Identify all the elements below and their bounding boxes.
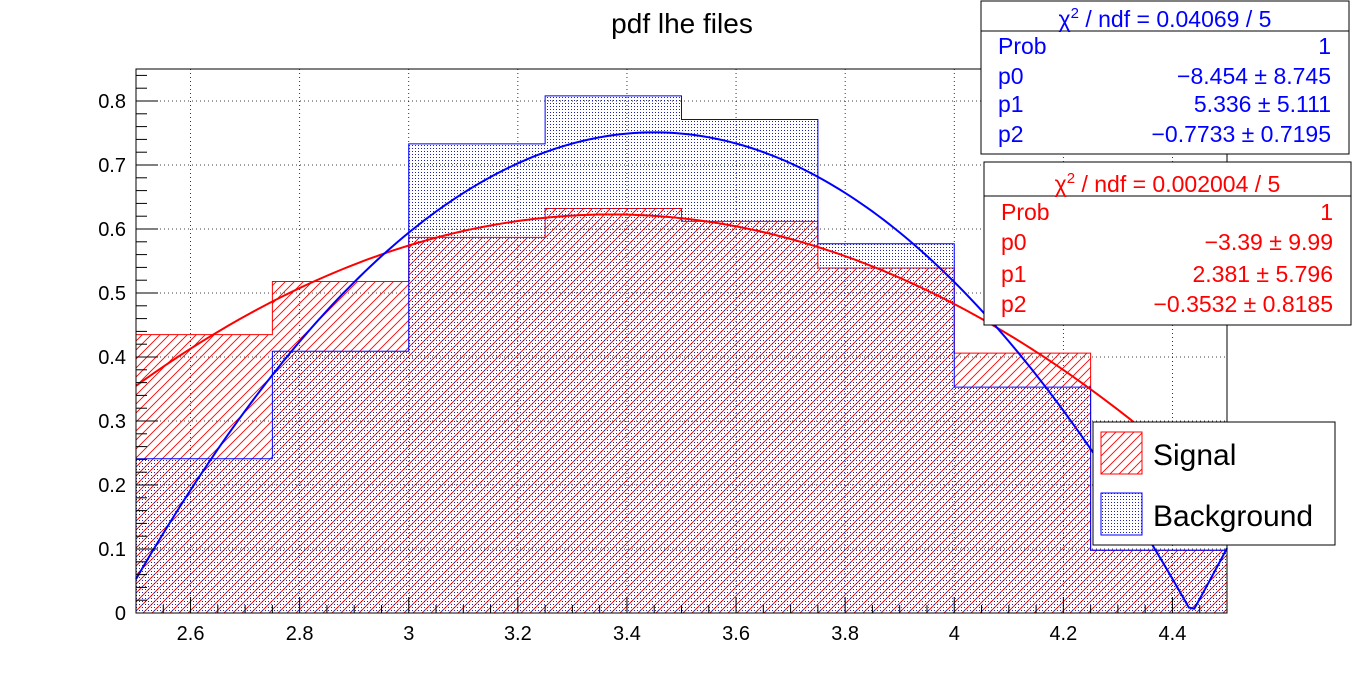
x-tick-label: 3.8 [831, 623, 859, 645]
y-tick-label: 0.6 [98, 219, 126, 241]
x-tick-label: 3.6 [722, 623, 750, 645]
histogram-bin [272, 351, 409, 613]
y-tick-label: 0.5 [98, 283, 126, 305]
x-tick-label: 4.2 [1049, 623, 1077, 645]
legend-label-signal: Signal [1153, 439, 1236, 472]
y-tick-label: 0.4 [98, 347, 126, 369]
histogram-bin [1090, 550, 1227, 613]
y-tick-label: 0.7 [98, 155, 126, 177]
x-tick-label: 4.4 [1159, 623, 1187, 645]
background-fit-curve [135, 131, 1228, 610]
stats-box-header: χ2 / ndf = 0.002004 / 5 [1055, 170, 1281, 197]
fit-curves [135, 131, 1228, 610]
histogram-bin [136, 458, 273, 613]
background-histogram-outline [135, 95, 1228, 614]
stats-row-label: p2 [1001, 291, 1027, 317]
histogram-bin [681, 119, 818, 613]
stats-row-value: −0.3532 ± 0.8185 [1153, 291, 1333, 317]
stats-row-value: 1 [1320, 199, 1333, 225]
histogram-bin [408, 143, 546, 613]
y-tick-label: 0.8 [98, 91, 126, 113]
stats-box-background: χ2 / ndf = 0.04069 / 5 Prob 1 p0 −8.454 ± 8.… [980, 0, 1350, 155]
stats-row-label: p1 [1001, 261, 1027, 287]
x-tick-label: 3.2 [504, 623, 532, 645]
y-tick-label: 0.2 [98, 475, 126, 497]
x-tick-label: 3.4 [613, 623, 641, 645]
stats-row-value: −8.454 ± 8.745 [1177, 63, 1331, 89]
axes: 2.6 2.8 3 3.2 3.4 3.6 3.8 4 4.2 4.4 0 0.1 0.2 0.3 0.4 0… [98, 74, 1228, 645]
stats-row-label: p1 [998, 91, 1024, 117]
y-tick-label: 0 [115, 603, 126, 625]
stats-box-frame [983, 161, 1352, 326]
x-tick-label: 2.8 [286, 623, 314, 645]
histograms [135, 95, 1228, 614]
stats-row-value: −0.7733 ± 0.7195 [1151, 121, 1331, 147]
histogram-bin [954, 387, 1091, 613]
stats-row-value: 1 [1318, 33, 1331, 59]
x-tick-label: 2.6 [177, 623, 205, 645]
legend-swatch-background [1100, 492, 1143, 536]
x-tick-label: 3 [403, 623, 414, 645]
stats-row-value: −3.39 ± 9.99 [1205, 229, 1333, 255]
background-histogram [135, 95, 1228, 614]
chart-title: pdf lhe files [611, 8, 753, 39]
y-tick-label: 0.3 [98, 411, 126, 433]
stats-box-frame [980, 0, 1350, 155]
stats-row-value: 5.336 ± 5.111 [1194, 91, 1331, 117]
histogram-bin [817, 243, 955, 613]
legend-label-background: Background [1153, 500, 1313, 533]
x-tick-label: 4 [949, 623, 960, 645]
legend: Signal Background [1092, 421, 1336, 546]
legend-swatch-signal [1100, 431, 1143, 475]
signal-fit-curve [135, 213, 1228, 504]
stats-row-label: Prob [1001, 199, 1050, 225]
stats-row-label: p2 [998, 121, 1024, 147]
stats-row-label: Prob [998, 33, 1047, 59]
stats-row-label: p0 [1001, 229, 1027, 255]
stats-row-value: 2.381 ± 5.796 [1192, 261, 1333, 287]
stats-box-header: χ2 / ndf = 0.04069 / 5 [1059, 5, 1272, 32]
stats-row-label: p0 [998, 63, 1024, 89]
stats-boxes: χ2 / ndf = 0.04069 / 5 Prob 1 p0 −8.454 ± 8.… [980, 0, 1352, 326]
y-tick-label: 0.1 [98, 539, 126, 561]
histogram-bin [545, 95, 682, 613]
